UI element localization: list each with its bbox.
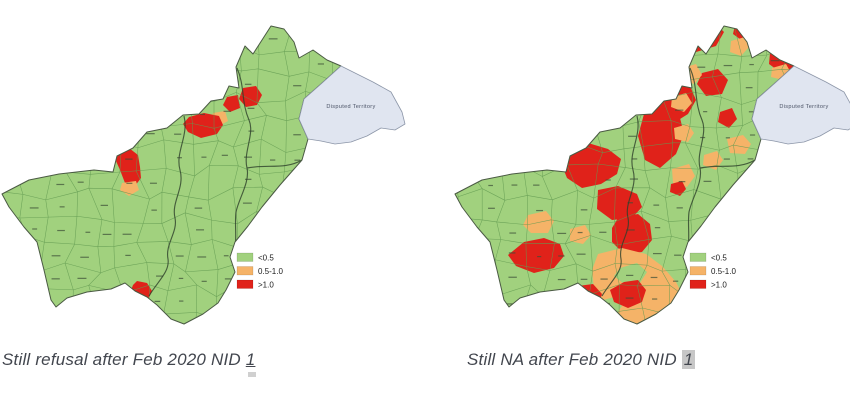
province-borders <box>148 67 303 297</box>
caption-refusal-text: Still refusal after Feb 2020 NID <box>2 350 246 369</box>
district-patch-green <box>614 263 647 284</box>
legend-label: 0.5-1.0 <box>711 267 736 276</box>
district-patch-orange <box>703 151 723 170</box>
still-refusal-map: Disputed Territory <0.5 0.5-1.0 >1.0 <box>1 25 406 325</box>
disputed-territory-shape <box>298 65 406 145</box>
caption-na-text: Still NA after Feb 2020 NID <box>467 350 682 369</box>
footnote-ref-icon: 1 <box>681 350 696 369</box>
caption-na: Still NA after Feb 2020 NID 1 <box>467 350 696 370</box>
district-patch-red <box>638 108 684 168</box>
choropleth-map-refusal: Disputed Territory <0.5 0.5-1.0 >1.0 <box>0 2 410 340</box>
legend-swatch-red <box>689 279 707 289</box>
caption-refusal: Still refusal after Feb 2020 NID 1 <box>2 350 256 377</box>
district-patch-orange <box>727 135 751 154</box>
choropleth-map-na: Disputed Territory <0.5 0.5-1.0 >1.0 <box>451 2 850 340</box>
legend-label: <0.5 <box>258 254 274 263</box>
district-patch-orange <box>672 164 695 187</box>
footnote-ref-icon: 1 <box>245 350 256 377</box>
legend-label: 0.5-1.0 <box>258 267 283 276</box>
still-na-map: Disputed Territory <0.5 0.5-1.0 >1.0 <box>454 25 850 325</box>
district-patch-orange <box>747 166 768 184</box>
district-patch-red <box>508 238 564 273</box>
disputed-territory-shape <box>751 65 850 145</box>
legend-swatch-green <box>236 252 254 262</box>
legend-swatch-red <box>236 279 254 289</box>
legend-swatch-green <box>689 252 707 262</box>
district-patch-orange <box>523 211 554 233</box>
legend-swatch-orange <box>689 266 707 276</box>
disputed-territory-label: Disputed Territory <box>326 104 375 110</box>
district-patch-orange <box>570 225 591 244</box>
district-patch-red <box>116 148 141 186</box>
legend-label: >1.0 <box>258 281 274 290</box>
disputed-territory-label: Disputed Territory <box>779 104 828 110</box>
legend: <0.5 0.5-1.0 >1.0 <box>236 252 283 290</box>
district-patch-red <box>561 143 621 188</box>
legend-swatch-orange <box>236 266 254 276</box>
legend-label: <0.5 <box>711 254 727 263</box>
legend-label: >1.0 <box>711 281 727 290</box>
district-patch-orange <box>674 124 694 142</box>
legend: <0.5 0.5-1.0 >1.0 <box>689 252 736 290</box>
district-patch-red <box>239 86 262 107</box>
district-patch-red <box>670 181 686 196</box>
district-patch-red <box>718 108 737 128</box>
district-patch-red <box>223 95 240 112</box>
province-borders <box>601 67 756 297</box>
